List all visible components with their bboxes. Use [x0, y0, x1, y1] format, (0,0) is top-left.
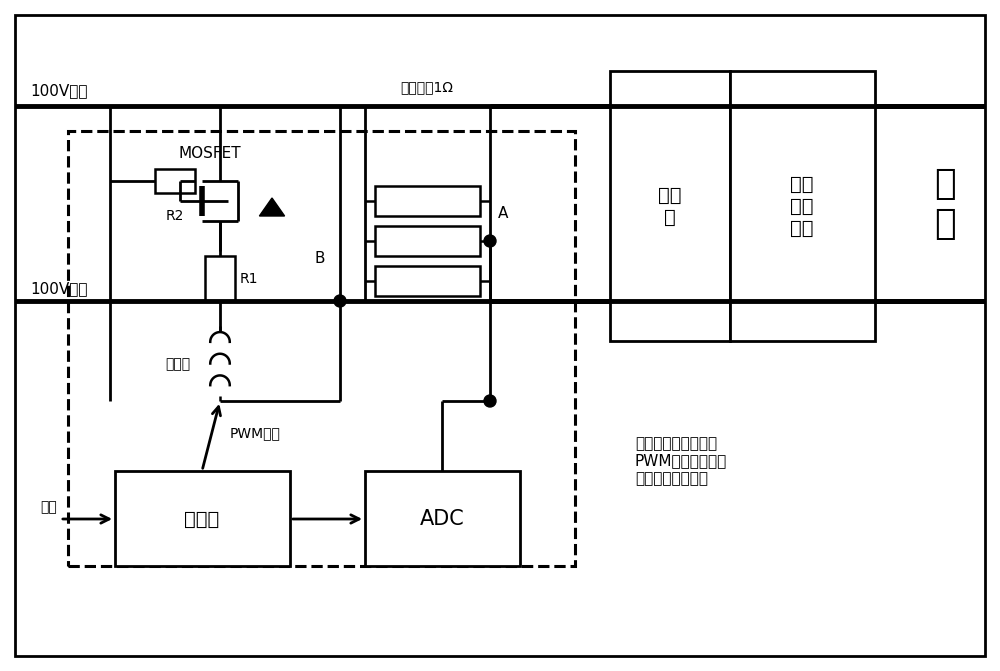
Text: 控制器: 控制器 [184, 509, 220, 529]
Bar [365, 471, 520, 566]
Text: 采样电阻1Ω: 采样电阻1Ω [400, 80, 454, 94]
Text: 滤波
器: 滤波 器 [658, 185, 682, 227]
Text: 负
载: 负 载 [934, 167, 956, 241]
Bar [205, 256, 235, 301]
Text: R2: R2 [166, 209, 184, 223]
Circle shape [484, 395, 496, 407]
Polygon shape [259, 198, 285, 216]
Circle shape [484, 235, 496, 247]
Bar [155, 169, 195, 193]
Text: ADC: ADC [420, 509, 464, 529]
Text: 电感器: 电感器 [165, 357, 190, 371]
Text: PWM输出: PWM输出 [230, 426, 281, 440]
Bar [68, 131, 575, 566]
Text: 100V母线: 100V母线 [30, 83, 88, 98]
Text: 电压
变换
装置: 电压 变换 装置 [790, 174, 814, 238]
Bar [375, 266, 480, 296]
Text: 弱电: 弱电 [40, 500, 57, 514]
Text: R1: R1 [240, 272, 258, 286]
Text: A: A [498, 206, 508, 221]
Bar [115, 471, 290, 566]
Text: MOSFET: MOSFET [179, 146, 241, 161]
Bar [375, 226, 480, 256]
Bar [610, 71, 730, 341]
Circle shape [334, 295, 346, 307]
Bar [730, 71, 875, 341]
Bar [375, 186, 480, 216]
Text: 100V回线: 100V回线 [30, 281, 88, 296]
Text: 虚线框范围内为新型
PWM全过程浪涌电
流抑制通用化装置: 虚线框范围内为新型 PWM全过程浪涌电 流抑制通用化装置 [635, 436, 727, 486]
Text: B: B [314, 251, 325, 266]
